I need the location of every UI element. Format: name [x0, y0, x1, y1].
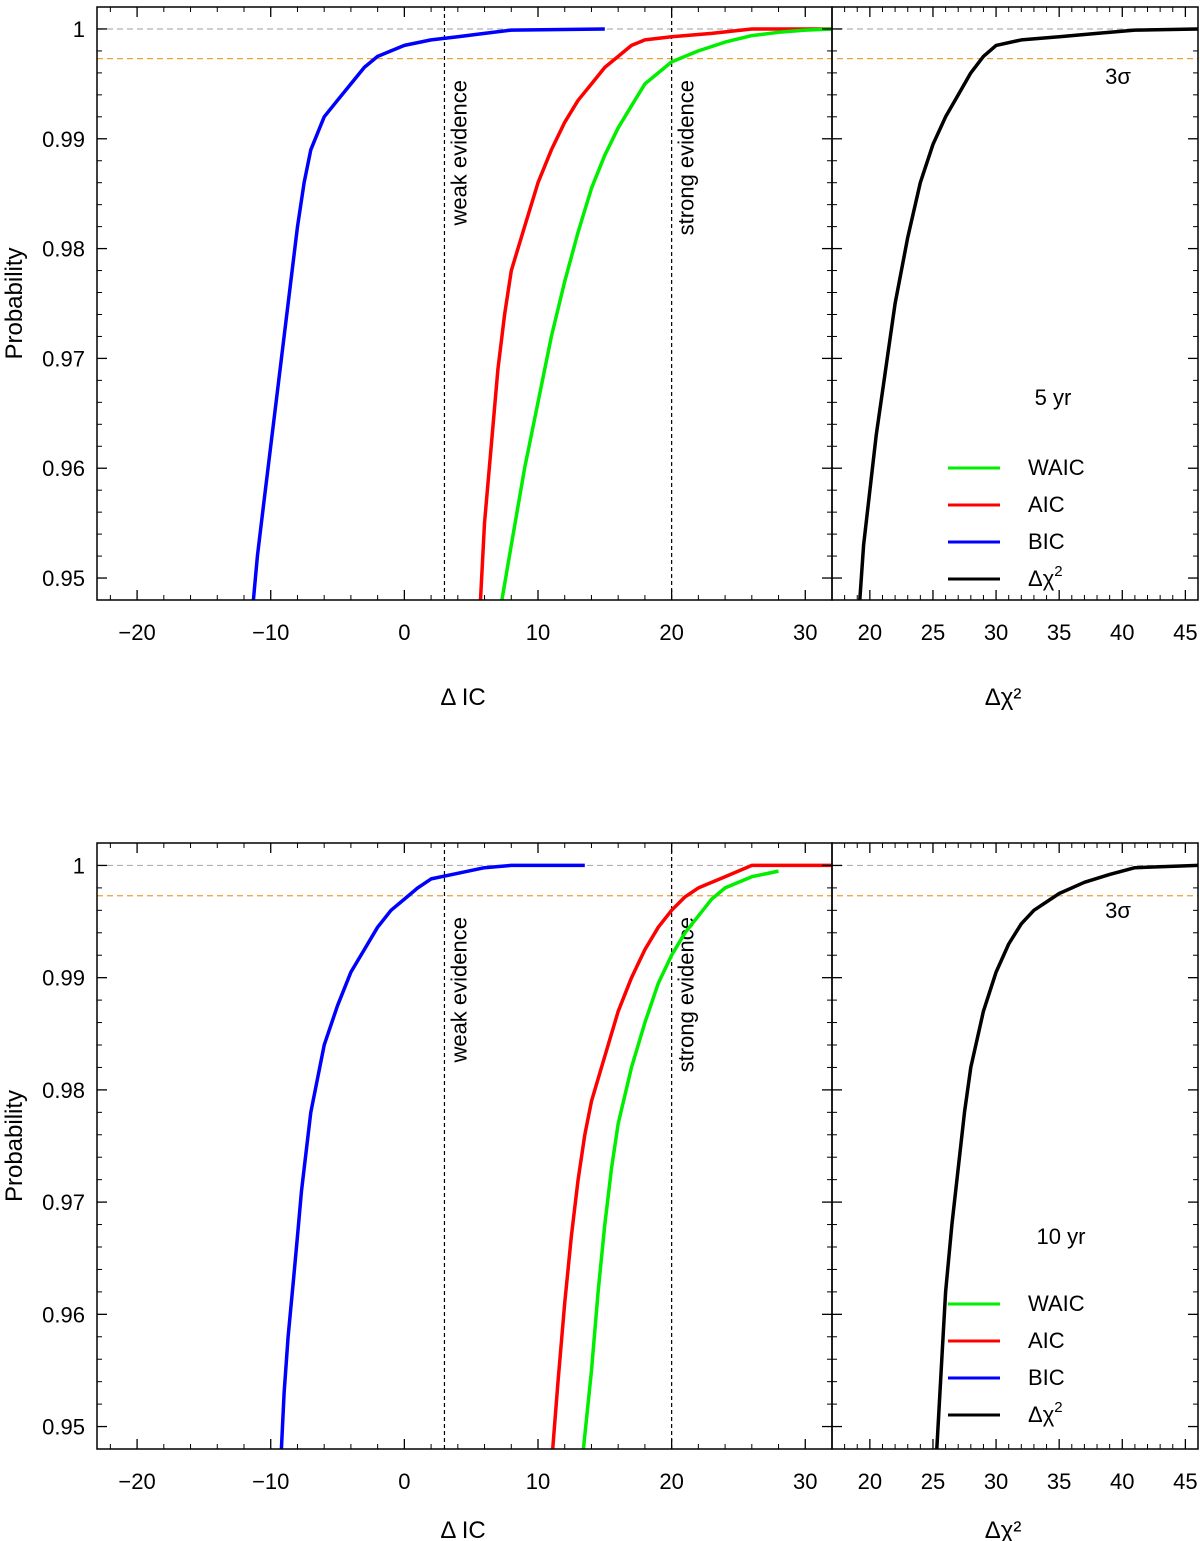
x-tick-label: 25 [921, 620, 945, 645]
x-tick-label: 30 [793, 1469, 817, 1494]
period-label: 10 yr [1037, 1224, 1086, 1249]
axes-frame-right [831, 6, 1199, 601]
x-tick-label: −20 [118, 1469, 155, 1494]
legend-label: BIC [1028, 529, 1065, 554]
x-tick-label: 30 [793, 620, 817, 645]
x-tick-label: 40 [1110, 620, 1134, 645]
y-tick-label: 0.97 [42, 1190, 85, 1215]
sigma-label: 3σ [1105, 898, 1131, 923]
y-tick-label: 1 [73, 17, 85, 42]
legend-text: BIC [1028, 529, 1065, 554]
x-tick-label: 0 [398, 620, 410, 645]
x-tick-label: 45 [1173, 1469, 1197, 1494]
x-tick-label: 0 [398, 1469, 410, 1494]
x-axis-label-left: Δ IC [440, 1517, 485, 1541]
y-tick-label: 0.98 [42, 237, 85, 262]
evidence-label: weak evidence [446, 80, 471, 227]
y-tick-label: 1 [73, 853, 85, 878]
x-tick-label: 20 [659, 1469, 683, 1494]
y-tick-label: 0.95 [42, 1415, 85, 1440]
legend-text: WAIC [1028, 1291, 1085, 1316]
y-tick-label: 0.99 [42, 127, 85, 152]
x-tick-label: 25 [921, 1469, 945, 1494]
y-tick-label: 0.96 [42, 456, 85, 481]
y-tick-label: 0.98 [42, 1078, 85, 1103]
x-axis-label-right: Δχ² [985, 1517, 1022, 1541]
x-tick-label: 45 [1173, 620, 1197, 645]
series-line- [935, 863, 1198, 1449]
x-tick-label: 40 [1110, 1469, 1134, 1494]
x-tick-label: −20 [118, 620, 155, 645]
y-axis-label: Probability [1, 247, 28, 359]
x-tick-label: 35 [1047, 620, 1071, 645]
y-tick-label: 0.97 [42, 346, 85, 371]
panel-bottom: weak evidence strong evidence 0.95 0.96 0.97… [1, 842, 1199, 1541]
series-line- [858, 27, 1198, 600]
x-tick-label: 10 [526, 620, 550, 645]
x-tick-label: −10 [252, 620, 289, 645]
x-tick-label: 20 [858, 620, 882, 645]
y-tick-label: 0.99 [42, 966, 85, 991]
legend-label: Δχ2 [1028, 563, 1063, 591]
x-axis-label-right: Δχ² [985, 684, 1022, 711]
legend-superscript: 2 [1054, 563, 1062, 580]
legend-text: Δχ [1028, 566, 1055, 591]
legend-label: WAIC [1028, 455, 1085, 480]
evidence-label: strong evidence [674, 917, 699, 1072]
panel-top: weak evidence strong evidence 0.95 0.96 0.97… [1, 6, 1199, 711]
legend-text: AIC [1028, 492, 1065, 517]
series-line-waic [581, 869, 779, 1449]
series-line-waic [500, 27, 832, 600]
legend: WAIC AIC BIC Δχ2 [948, 1291, 1085, 1427]
x-tick-label: 30 [984, 1469, 1008, 1494]
period-label: 5 yr [1035, 385, 1072, 410]
sigma-label: 3σ [1105, 64, 1131, 89]
x-tick-label: −10 [252, 1469, 289, 1494]
x-tick-label: 20 [858, 1469, 882, 1494]
legend-label: AIC [1028, 1328, 1065, 1353]
series-line-aic [550, 863, 832, 1449]
y-axis-label: Probability [1, 1090, 28, 1202]
legend-text: AIC [1028, 1328, 1065, 1353]
legend-text: Δχ [1028, 1402, 1055, 1427]
legend-text: BIC [1028, 1365, 1065, 1390]
series-line-bic [279, 863, 585, 1449]
series-line-aic [478, 27, 832, 600]
evidence-label: weak evidence [446, 917, 471, 1064]
y-tick-label: 0.95 [42, 566, 85, 591]
legend-label: AIC [1028, 492, 1065, 517]
evidence-label: strong evidence [674, 80, 699, 235]
x-tick-label: 30 [984, 620, 1008, 645]
legend-label: WAIC [1028, 1291, 1085, 1316]
series-line-bic [251, 27, 605, 600]
x-axis-label-left: Δ IC [440, 684, 485, 711]
y-tick-label: 0.96 [42, 1302, 85, 1327]
legend-text: WAIC [1028, 455, 1085, 480]
legend-label: BIC [1028, 1365, 1065, 1390]
axes-frame-right [831, 842, 1199, 1450]
legend: WAIC AIC BIC Δχ2 [948, 455, 1085, 591]
x-tick-label: 10 [526, 1469, 550, 1494]
x-tick-label: 20 [659, 620, 683, 645]
legend-label: Δχ2 [1028, 1399, 1063, 1427]
legend-superscript: 2 [1054, 1399, 1062, 1416]
x-tick-label: 35 [1047, 1469, 1071, 1494]
